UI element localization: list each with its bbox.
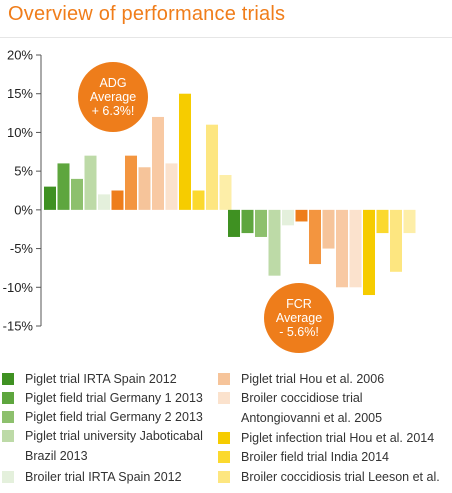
adg-badge-line-1: ADG — [99, 76, 127, 90]
bar-fcr-6 — [295, 209, 308, 222]
bar-fcr-3 — [255, 209, 267, 237]
bar-fcr-5 — [282, 209, 294, 226]
legend-swatch — [218, 471, 230, 483]
bar-adg-3 — [71, 178, 83, 210]
adg-badge-line-2: Average — [89, 90, 137, 104]
bar-fcr-13 — [390, 209, 402, 272]
bar-adg-10 — [165, 163, 178, 210]
legend-label: Broiler coccidiosis trial Leeson et al. — [241, 470, 440, 484]
adg-badge-line-3: + 6.3%! — [91, 104, 135, 118]
y-tick-label: 0% — [14, 202, 33, 217]
title-divider — [0, 37, 452, 38]
legend-label: Piglet trial Hou et al. 2006 — [241, 372, 385, 386]
bar-fcr-1 — [228, 209, 240, 237]
bar-fcr-7 — [309, 209, 321, 265]
bar-fcr-2 — [241, 209, 254, 234]
bar-adg-14 — [219, 175, 232, 210]
y-tick-label: 5% — [14, 164, 33, 179]
legend-swatch — [2, 471, 14, 483]
legend-swatch — [2, 373, 14, 385]
legend-label: Piglet field trial Germany 2 2013 — [25, 410, 203, 424]
legend-left: Piglet trial IRTA Spain 2012 Piglet fiel… — [2, 372, 212, 492]
legend-swatch — [218, 373, 230, 385]
y-tick-label: 10% — [7, 125, 33, 140]
legend-label: Broiler trial IRTA Spain 2012 — [25, 470, 182, 484]
legend-label: Broiler field trial India 2014 — [241, 450, 389, 464]
legend-swatch — [2, 392, 14, 404]
legend-swatch — [2, 411, 14, 423]
legend-label: Piglet trial IRTA Spain 2012 — [25, 372, 177, 386]
legend-label-continued: Brazil 2013 — [25, 449, 88, 463]
bar-adg-4 — [84, 155, 97, 210]
legend-swatch — [218, 392, 230, 404]
fcr-badge-line-2: Average — [275, 311, 323, 325]
y-tick-label: 15% — [7, 86, 33, 101]
bar-adg-2 — [57, 163, 70, 210]
bar-adg-13 — [206, 124, 218, 210]
y-tick-label: -10% — [3, 280, 34, 295]
legend-label-continued: Antongiovanni et al. 2005 — [241, 411, 383, 425]
legend-swatch — [2, 430, 14, 442]
bar-fcr-10 — [349, 209, 362, 288]
bar-fcr-4 — [268, 209, 281, 276]
bar-adg-9 — [152, 116, 164, 210]
legend-label: Piglet infection trial Hou et al. 2014 — [241, 431, 435, 445]
legend-right: Piglet trial Hou et al. 2006 Broiler coc… — [218, 372, 450, 492]
bar-adg-8 — [138, 167, 151, 210]
bar-fcr-14 — [403, 209, 416, 234]
bar-fcr-11 — [363, 209, 375, 296]
y-tick-label: -15% — [3, 319, 34, 334]
bar-adg-5 — [98, 194, 110, 210]
y-tick-label: 20% — [7, 48, 33, 63]
bar-chart: 20% 15% 10% 5% 0% -5% -10% -15% — [3, 48, 416, 334]
legend-label: Broiler coccidiose trial — [241, 391, 363, 405]
bar-adg-1 — [44, 186, 56, 210]
page-title: Overview of performance trials — [8, 3, 286, 25]
fcr-badge-line-3: - 5.6%! — [279, 325, 319, 339]
bar-adg-12 — [192, 190, 205, 210]
bar-fcr-8 — [322, 209, 335, 249]
legend-swatch — [218, 451, 230, 463]
legend-label: Piglet trial university Jaboticabal — [25, 429, 203, 443]
legend-swatch — [218, 432, 230, 444]
bar-adg-6 — [111, 190, 124, 210]
bar-fcr-9 — [336, 209, 348, 288]
fcr-average-badge: FCR Average - 5.6%! — [264, 283, 334, 353]
y-tick-label: -5% — [10, 241, 34, 256]
legend-label: Piglet field trial Germany 1 2013 — [25, 391, 203, 405]
bar-adg-7 — [125, 155, 137, 210]
adg-average-badge: ADG Average + 6.3%! — [78, 62, 148, 132]
fcr-badge-line-1: FCR — [286, 297, 312, 311]
bar-adg-11 — [179, 93, 191, 210]
bar-fcr-12 — [376, 209, 389, 234]
